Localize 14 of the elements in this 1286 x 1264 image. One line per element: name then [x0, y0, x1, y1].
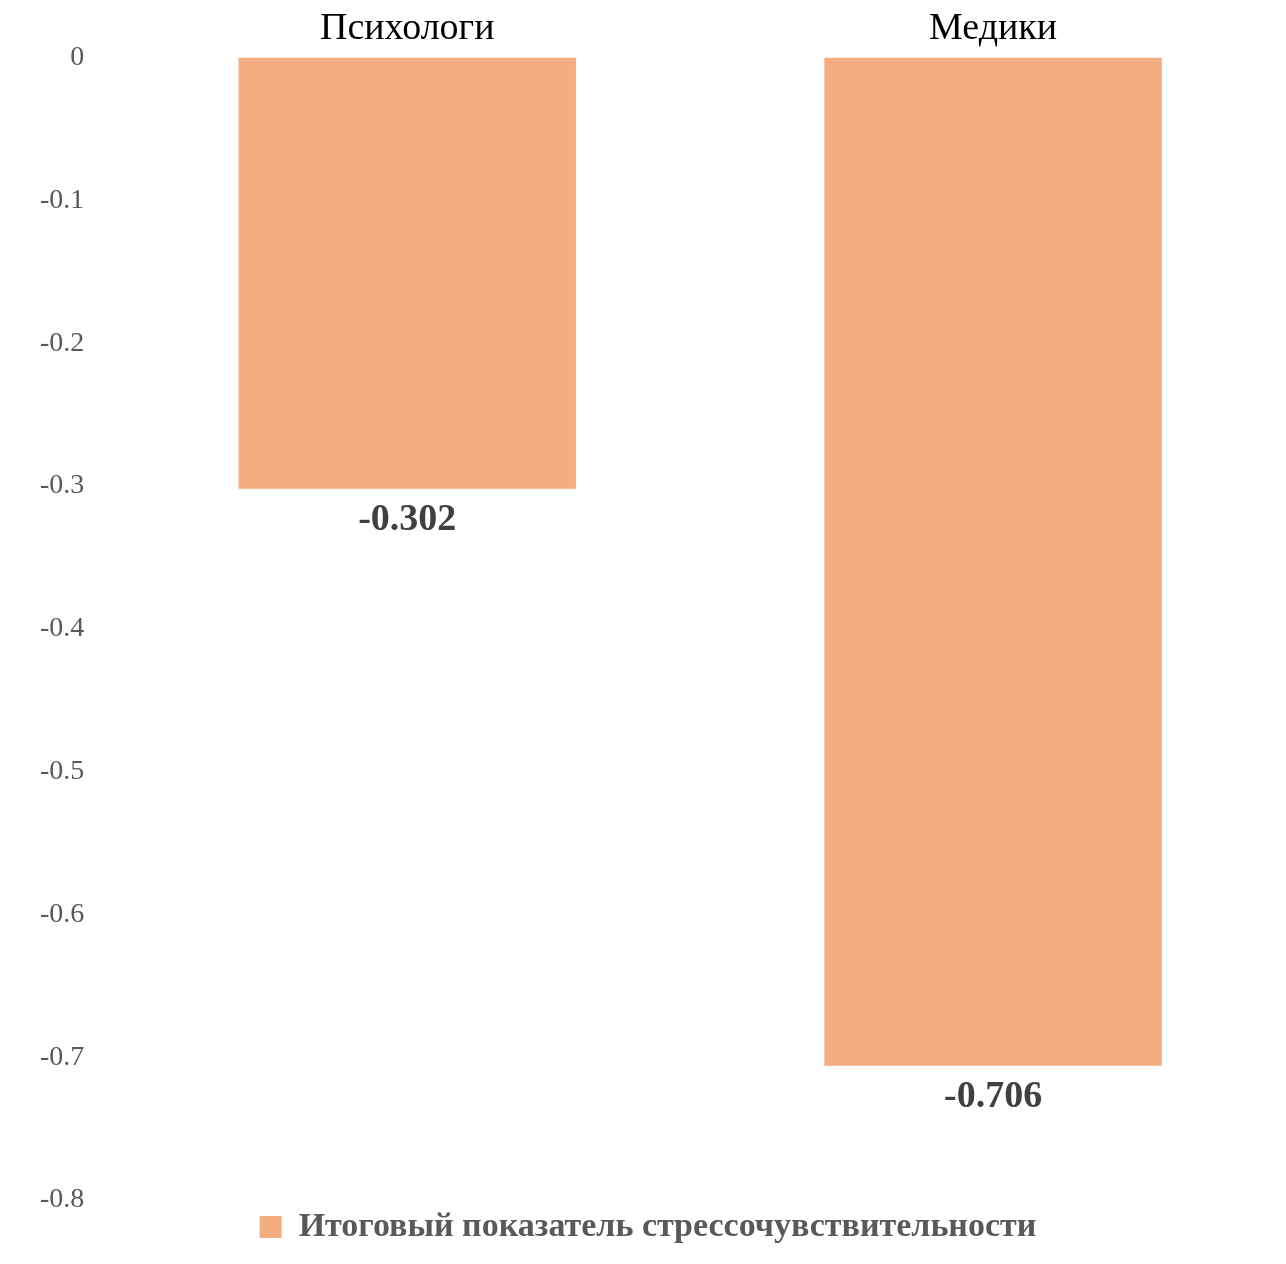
y-tick-label: -0.5: [40, 753, 85, 785]
y-tick-label: 0: [70, 39, 85, 71]
x-tick-label: Медики: [929, 4, 1058, 47]
y-tick-label: -0.6: [40, 896, 85, 928]
y-tick-label: -0.4: [40, 611, 85, 643]
y-tick-label: -0.2: [40, 325, 85, 357]
data-label: -0.302: [358, 495, 457, 538]
legend-label: Итоговый показатель стрессочувствительности: [298, 1205, 1037, 1243]
data-label: -0.706: [944, 1072, 1043, 1115]
y-tick-label: -0.7: [40, 1039, 85, 1071]
y-tick-label: -0.1: [40, 182, 85, 214]
y-tick-label: -0.8: [40, 1182, 85, 1214]
y-tick-label: -0.3: [40, 468, 85, 500]
x-tick-label: Психологи: [319, 4, 495, 47]
